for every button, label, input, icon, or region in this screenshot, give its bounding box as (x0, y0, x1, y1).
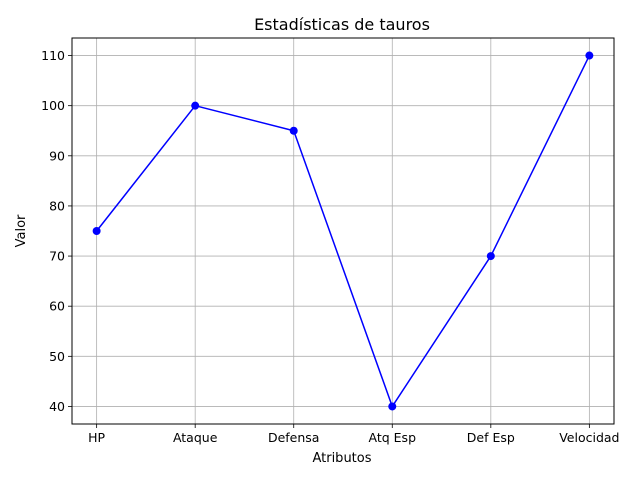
axis-ticks: HP Ataque Defensa Atq Esp Def Esp Velocidad 40… (41, 48, 619, 445)
y-tick-label: 80 (49, 198, 65, 213)
y-tick-label: 70 (49, 249, 65, 264)
y-axis-label: Valor (14, 214, 29, 247)
y-tick-label: 50 (49, 349, 65, 364)
data-point (289, 126, 298, 135)
x-tick-label: Def Esp (467, 430, 515, 445)
data-point (388, 402, 397, 411)
series-layer (92, 51, 594, 411)
y-tick-label: 90 (49, 148, 65, 163)
x-tick-label: Ataque (173, 430, 218, 445)
y-tick-label: 110 (41, 48, 65, 63)
data-point (585, 51, 594, 60)
x-tick-label: Atq Esp (369, 430, 417, 445)
x-tick-label: Defensa (268, 430, 320, 445)
y-tick-label: 60 (49, 299, 65, 314)
x-axis-label: Atributos (312, 451, 371, 466)
y-tick-label: 100 (41, 98, 65, 113)
x-tick-label: Velocidad (559, 430, 619, 445)
series-line (96, 55, 591, 408)
grid (72, 38, 614, 424)
data-point (486, 252, 495, 261)
data-point (92, 227, 101, 235)
data-point (191, 101, 200, 110)
y-tick-label: 40 (49, 399, 65, 414)
plot-area-frame (71, 37, 615, 425)
chart-title: Estadísticas de tauros (254, 15, 430, 34)
x-tick-label: HP (88, 430, 105, 445)
